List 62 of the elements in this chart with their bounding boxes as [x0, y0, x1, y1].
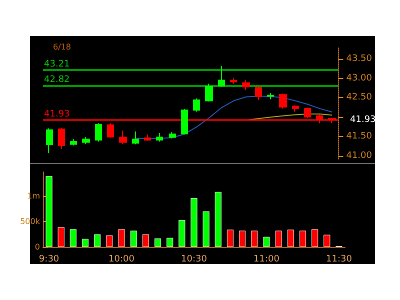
candlestick: [218, 65, 225, 88]
x-tick-label: 9:30: [38, 254, 60, 264]
bar: [287, 230, 294, 247]
bar: [46, 176, 52, 247]
candlestick: [119, 130, 127, 144]
y-tick-label: 43.50: [346, 54, 372, 64]
bar: [299, 230, 306, 247]
candlestick: [132, 130, 139, 145]
bar: [94, 234, 101, 247]
bar: [251, 230, 258, 247]
candlestick: [267, 92, 274, 100]
bar: [263, 236, 270, 247]
y-tick-label: 43.00: [346, 73, 372, 84]
bar: [275, 230, 282, 247]
text: 41.93: [350, 114, 376, 125]
candlestick: [205, 83, 213, 102]
ref-line-label: 43.21: [44, 60, 70, 70]
y-tick-label: 0: [34, 242, 40, 252]
candlestick: [95, 122, 102, 142]
bar: [214, 192, 222, 247]
candlestick: [292, 104, 299, 112]
x-tick-label: 10:30: [181, 254, 208, 264]
candlestick: [181, 108, 188, 136]
candlestick: [255, 86, 262, 101]
candlestick: [230, 78, 237, 84]
bar: [154, 238, 162, 247]
bar: [226, 230, 234, 247]
x-tick-label: 11:00: [254, 254, 280, 264]
bar: [118, 229, 125, 247]
y-tick-label: 41.50: [346, 131, 372, 142]
candlestick: [193, 98, 200, 112]
bar: [178, 220, 186, 247]
ref-line-label: 41.93: [44, 109, 70, 120]
bar: [239, 230, 246, 247]
candlestick: [107, 122, 114, 138]
candlestick: [82, 136, 90, 144]
candlestick: [70, 138, 77, 146]
x-tick-label: 11:30: [326, 254, 352, 264]
line-series: [134, 96, 333, 139]
bar: [58, 227, 64, 247]
x-tick-label: 10:00: [108, 254, 135, 264]
bar: [130, 230, 137, 247]
y-tick-label: 42.50: [346, 92, 372, 103]
bar: [82, 238, 89, 247]
bar: [202, 211, 210, 247]
bar: [311, 229, 318, 247]
candlestick: [279, 93, 287, 110]
candlestick: [169, 132, 176, 139]
candlestick: [46, 128, 53, 154]
candlestick: [156, 132, 163, 142]
candlestick: [58, 127, 65, 150]
ref-line-label: 42.82: [44, 74, 70, 85]
bar: [70, 229, 77, 247]
bar: [142, 234, 149, 247]
chart-title: 6/18: [53, 42, 71, 52]
y-tick-label: 41.00: [346, 150, 372, 161]
bar: [106, 235, 113, 247]
bar: [190, 198, 198, 247]
bar: [324, 234, 330, 247]
candlestick: [242, 80, 250, 90]
bar: [166, 238, 174, 247]
candlestick: [144, 134, 151, 142]
